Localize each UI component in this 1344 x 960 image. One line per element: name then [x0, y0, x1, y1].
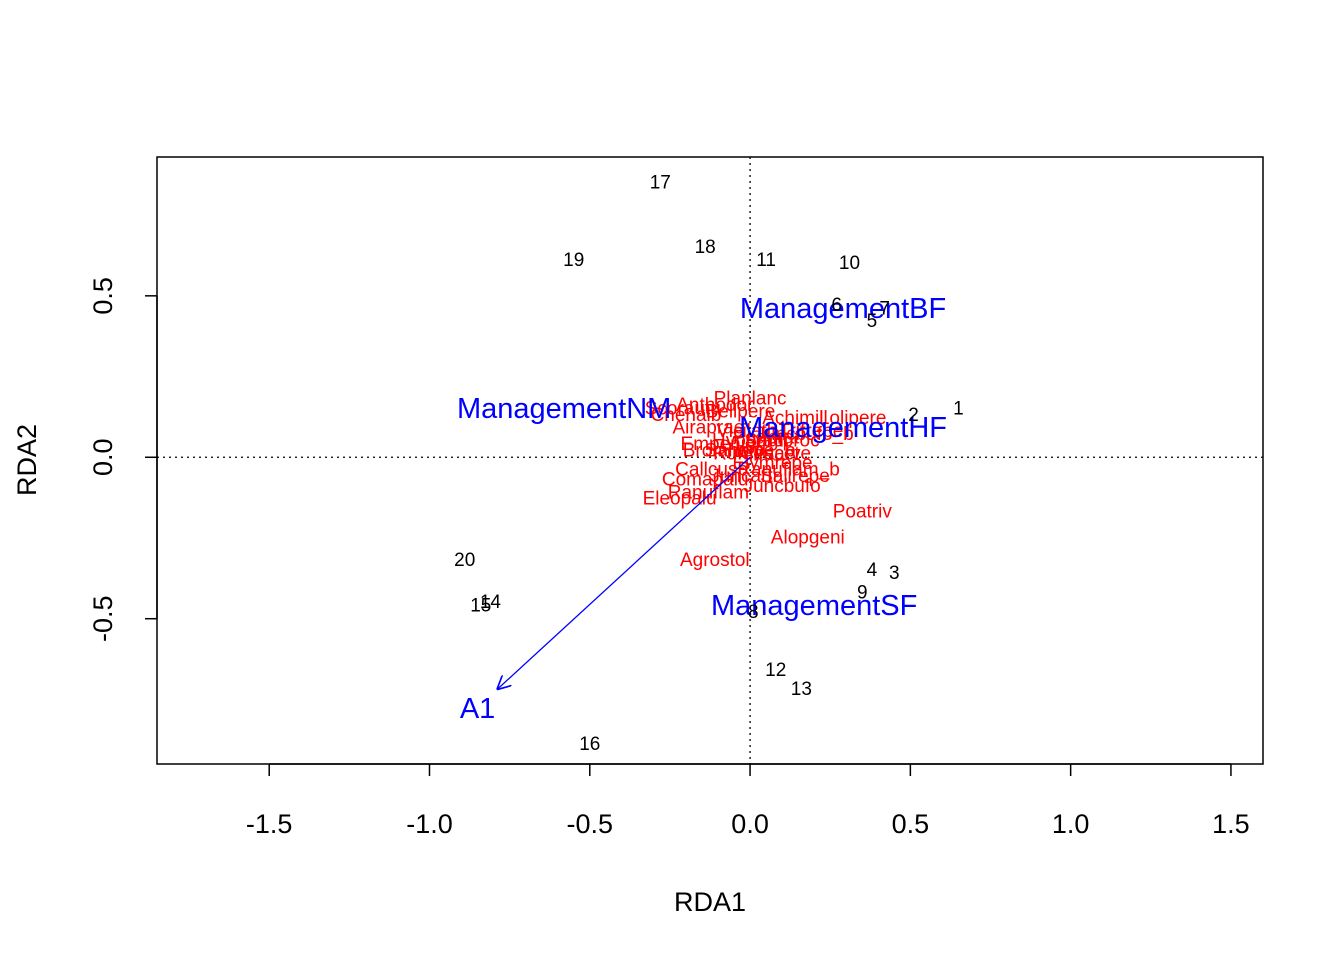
- species-label: Trifrepe: [779, 421, 844, 442]
- x-tick-label: 0.5: [892, 809, 930, 839]
- species-label: Vicilath: [716, 421, 777, 442]
- site-label: 7: [879, 298, 890, 319]
- centroid-label: ManagementHF: [739, 412, 947, 444]
- y-tick-label: -0.5: [88, 595, 118, 642]
- site-label: 18: [695, 237, 716, 258]
- biplot-arrow-label: A1: [460, 693, 495, 725]
- species-label: Elymrepe: [732, 453, 812, 474]
- centroid-label: ManagementSF: [711, 590, 917, 622]
- site-label: 20: [454, 550, 475, 571]
- species-label: Juncbufo: [744, 476, 821, 497]
- x-tick-label: 1.0: [1052, 809, 1090, 839]
- species-label: Salirepe: [760, 466, 830, 487]
- y-tick-label: 0.0: [88, 438, 118, 476]
- species-label: Bellpere: [706, 402, 776, 423]
- x-tick-label: 0.0: [731, 809, 769, 839]
- y-tick-label: 0.5: [88, 277, 118, 315]
- x-tick-label: 1.5: [1212, 809, 1250, 839]
- species-label: Comapalu: [662, 469, 749, 490]
- site-label: 6: [831, 295, 842, 316]
- site-label: 1: [953, 398, 964, 419]
- x-axis-title: RDA1: [674, 887, 746, 917]
- species-label: Airaprae: [672, 418, 744, 439]
- species-label: Empenigr: [681, 434, 763, 455]
- species-label: Rumeacet: [713, 444, 800, 465]
- site-label: 11: [756, 250, 776, 271]
- site-label: 14: [480, 592, 502, 613]
- species-label: Eleopalu: [643, 489, 717, 510]
- species-label: Salirepe_b: [705, 440, 796, 461]
- centroid-label: ManagementBF: [740, 293, 946, 325]
- species-label: Achimill: [762, 408, 827, 429]
- species-label: Bromhord: [683, 440, 766, 461]
- site-label: 12: [765, 660, 786, 681]
- species-label: Agrostol: [680, 550, 750, 571]
- biplot-arrow: [497, 456, 751, 689]
- species-label: Planlanc: [714, 389, 787, 410]
- species-label: Poatriv: [833, 502, 893, 523]
- site-label: 3: [889, 563, 900, 584]
- y-axis: -0.5 0.0 0.5: [88, 277, 158, 642]
- species-label: Juncarti: [710, 466, 777, 487]
- species-label: Scorautu: [645, 398, 721, 419]
- site-label: 15: [470, 595, 491, 616]
- x-tick-label: -1.0: [406, 809, 453, 839]
- species-label: Ranuflam: [668, 482, 749, 503]
- site-label: 19: [563, 250, 584, 271]
- species-label: Chenalb: [651, 405, 722, 426]
- site-label: 5: [867, 311, 878, 332]
- species-label: Sagiproc: [745, 431, 820, 452]
- x-tick-label: -0.5: [567, 809, 614, 839]
- site-label: 13: [791, 679, 812, 700]
- factor-centroids: ManagementBF ManagementNM ManagementHF Mana…: [457, 293, 947, 622]
- species-label: Hyporadi: [712, 431, 788, 452]
- species-label: Ranuflam_b: [737, 460, 839, 481]
- biplot-arrows: A1: [460, 456, 751, 725]
- x-tick-label: -1.5: [246, 809, 293, 839]
- x-axis: -1.5 -1.0 -0.5 0.0 0.5 1.0 1.5: [246, 763, 1250, 839]
- site-label: 2: [908, 405, 919, 426]
- site-label: 16: [579, 734, 600, 755]
- site-label: 17: [650, 172, 671, 193]
- species-label: Anthodor: [676, 395, 754, 416]
- species-label: Juncbufo_b: [755, 424, 853, 445]
- site-label: 4: [867, 560, 878, 581]
- site-label: 10: [839, 253, 860, 274]
- site-label: 9: [857, 582, 868, 603]
- species-label: Cirsarve: [740, 444, 811, 465]
- species-label: Alopgeni: [771, 527, 845, 548]
- species-label: Poaprat: [733, 427, 800, 448]
- centroid-label: ManagementNM: [457, 393, 671, 425]
- species-label: Lolipere: [819, 408, 887, 429]
- y-axis-title: RDA2: [12, 424, 42, 496]
- site-label: 8: [748, 602, 759, 623]
